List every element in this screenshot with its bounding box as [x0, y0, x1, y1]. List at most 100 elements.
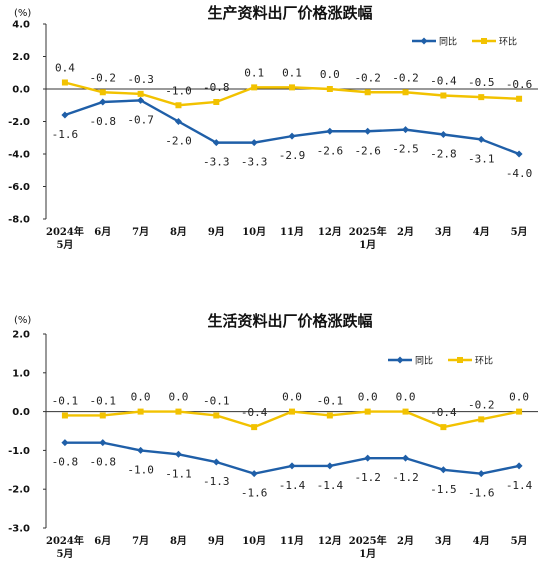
- data-label-yoy: -1.0: [127, 463, 154, 476]
- data-point-mom: [402, 408, 409, 415]
- data-point-yoy: [515, 462, 523, 470]
- data-label-yoy: -1.1: [165, 467, 192, 480]
- series-line-yoy: [64, 99, 520, 156]
- x-tick-label: 10月: [242, 535, 266, 547]
- data-point-yoy: [137, 96, 145, 104]
- data-label-yoy: -0.8: [90, 456, 117, 469]
- data-point-mom: [137, 408, 144, 415]
- x-tick-label: 2025年: [349, 534, 387, 547]
- chart-title: 生产资料出厂价格涨跌幅: [207, 4, 372, 22]
- data-label-mom: 0.1: [244, 66, 264, 79]
- data-point-mom: [440, 424, 447, 431]
- y-tick-label: -1.0: [8, 446, 30, 457]
- data-label-mom: -0.8: [203, 81, 230, 94]
- x-tick-label: 7月: [132, 226, 149, 238]
- data-point-yoy: [477, 135, 485, 143]
- data-point-mom: [99, 89, 106, 96]
- x-tick-label: 9月: [208, 535, 225, 547]
- data-label-yoy: -2.8: [430, 148, 457, 161]
- data-label-yoy: -1.6: [241, 487, 268, 500]
- data-label-yoy: -3.3: [241, 156, 268, 169]
- producer-goods-chart: 生产资料出厂价格涨跌幅 (%) 4.0 2.0 0.0 -2.0 -4.0 -6.0 -8.…: [0, 0, 544, 283]
- x-tick-label: 8月: [170, 226, 187, 238]
- data-point-yoy: [402, 126, 410, 134]
- consumer-goods-chart-svg: 生活资料出厂价格涨跌幅 (%) 2.0 1.0 0.0 -1.0 -2.0 -3.0 202…: [8, 312, 538, 560]
- y-tick-label: -8.0: [8, 215, 30, 226]
- data-label-yoy: -1.4: [506, 479, 533, 492]
- x-tick-label: 2月: [397, 535, 414, 547]
- data-label-yoy: -1.4: [317, 479, 344, 492]
- x-tick-label: 5月: [56, 239, 73, 251]
- data-label-yoy: -2.0: [165, 135, 192, 148]
- data-point-mom: [326, 412, 333, 419]
- data-point-mom: [175, 408, 182, 415]
- data-point-mom: [61, 79, 68, 86]
- x-tick-label: 4月: [473, 226, 490, 238]
- chart-title: 生活资料出厂价格涨跌幅: [207, 312, 372, 330]
- legend-label-mom: 环比: [475, 355, 493, 367]
- data-point-mom: [175, 102, 182, 109]
- y-tick-label: -2.0: [8, 117, 30, 128]
- x-tick-label: 11月: [280, 226, 304, 238]
- data-label-mom: -1.0: [165, 84, 192, 97]
- data-point-yoy: [61, 111, 69, 119]
- data-label-mom: -0.2: [90, 71, 117, 84]
- data-point-mom: [478, 94, 485, 101]
- x-tick-label: 9月: [208, 226, 225, 238]
- data-label-mom: -0.2: [468, 398, 495, 411]
- data-point-mom: [213, 99, 220, 105]
- x-tick-label: 10月: [242, 226, 266, 238]
- data-label-mom: 0.0: [169, 391, 189, 404]
- y-tick-label: 0.0: [12, 85, 30, 96]
- data-label-mom: -0.5: [468, 76, 495, 89]
- y-tick-label: 1.0: [12, 368, 30, 379]
- y-tick-label: -4.0: [8, 150, 30, 161]
- data-label-yoy: -1.4: [279, 479, 306, 492]
- data-label-mom: -0.4: [241, 406, 268, 419]
- data-point-mom: [99, 412, 106, 419]
- data-point-yoy: [477, 470, 485, 478]
- data-label-mom: 0.0: [509, 391, 529, 404]
- data-point-mom: [516, 95, 523, 102]
- x-tick-label: 3月: [435, 535, 452, 547]
- data-point-mom: [364, 408, 371, 415]
- data-point-yoy: [212, 139, 220, 147]
- data-label-mom: 0.0: [282, 391, 302, 404]
- data-label-yoy: -1.2: [392, 471, 419, 484]
- x-tick-label: 4月: [473, 535, 490, 547]
- data-point-yoy: [250, 139, 258, 147]
- data-point-mom: [251, 84, 258, 91]
- data-point-yoy: [288, 132, 296, 140]
- data-point-yoy: [439, 466, 447, 474]
- x-tick-label: 2024年: [46, 534, 84, 547]
- data-label-mom: 0.0: [358, 391, 378, 404]
- data-label-mom: 0.1: [282, 66, 302, 79]
- data-label-mom: -0.4: [430, 406, 457, 419]
- data-label-yoy: -1.6: [468, 487, 495, 500]
- data-point-yoy: [250, 470, 258, 478]
- legend-marker-mom: [457, 357, 463, 363]
- data-point-yoy: [402, 454, 410, 462]
- data-point-yoy: [174, 450, 182, 458]
- x-tick-label: 6月: [94, 226, 111, 238]
- data-label-yoy: -2.6: [317, 144, 344, 157]
- data-point-mom: [516, 408, 523, 415]
- data-point-yoy: [61, 439, 69, 447]
- x-tick-label: 2月: [397, 226, 414, 238]
- legend-label-yoy: 同比: [439, 36, 457, 48]
- data-label-yoy: -2.9: [279, 149, 306, 162]
- data-label-yoy: -4.0: [506, 167, 533, 180]
- data-label-yoy: -1.2: [354, 471, 381, 484]
- x-tick-label: 1月: [359, 548, 376, 560]
- data-point-yoy: [137, 446, 145, 454]
- legend-marker-yoy: [420, 37, 428, 45]
- data-point-yoy: [174, 118, 182, 125]
- data-label-mom: 0.0: [396, 391, 416, 404]
- data-label-yoy: -0.8: [52, 456, 79, 469]
- data-point-mom: [61, 412, 68, 419]
- data-label-yoy: -3.1: [468, 152, 495, 165]
- data-label-mom: 0.4: [55, 62, 75, 75]
- y-tick-label: 2.0: [12, 330, 30, 341]
- data-point-mom: [364, 89, 371, 96]
- data-label-yoy: -2.5: [392, 143, 419, 156]
